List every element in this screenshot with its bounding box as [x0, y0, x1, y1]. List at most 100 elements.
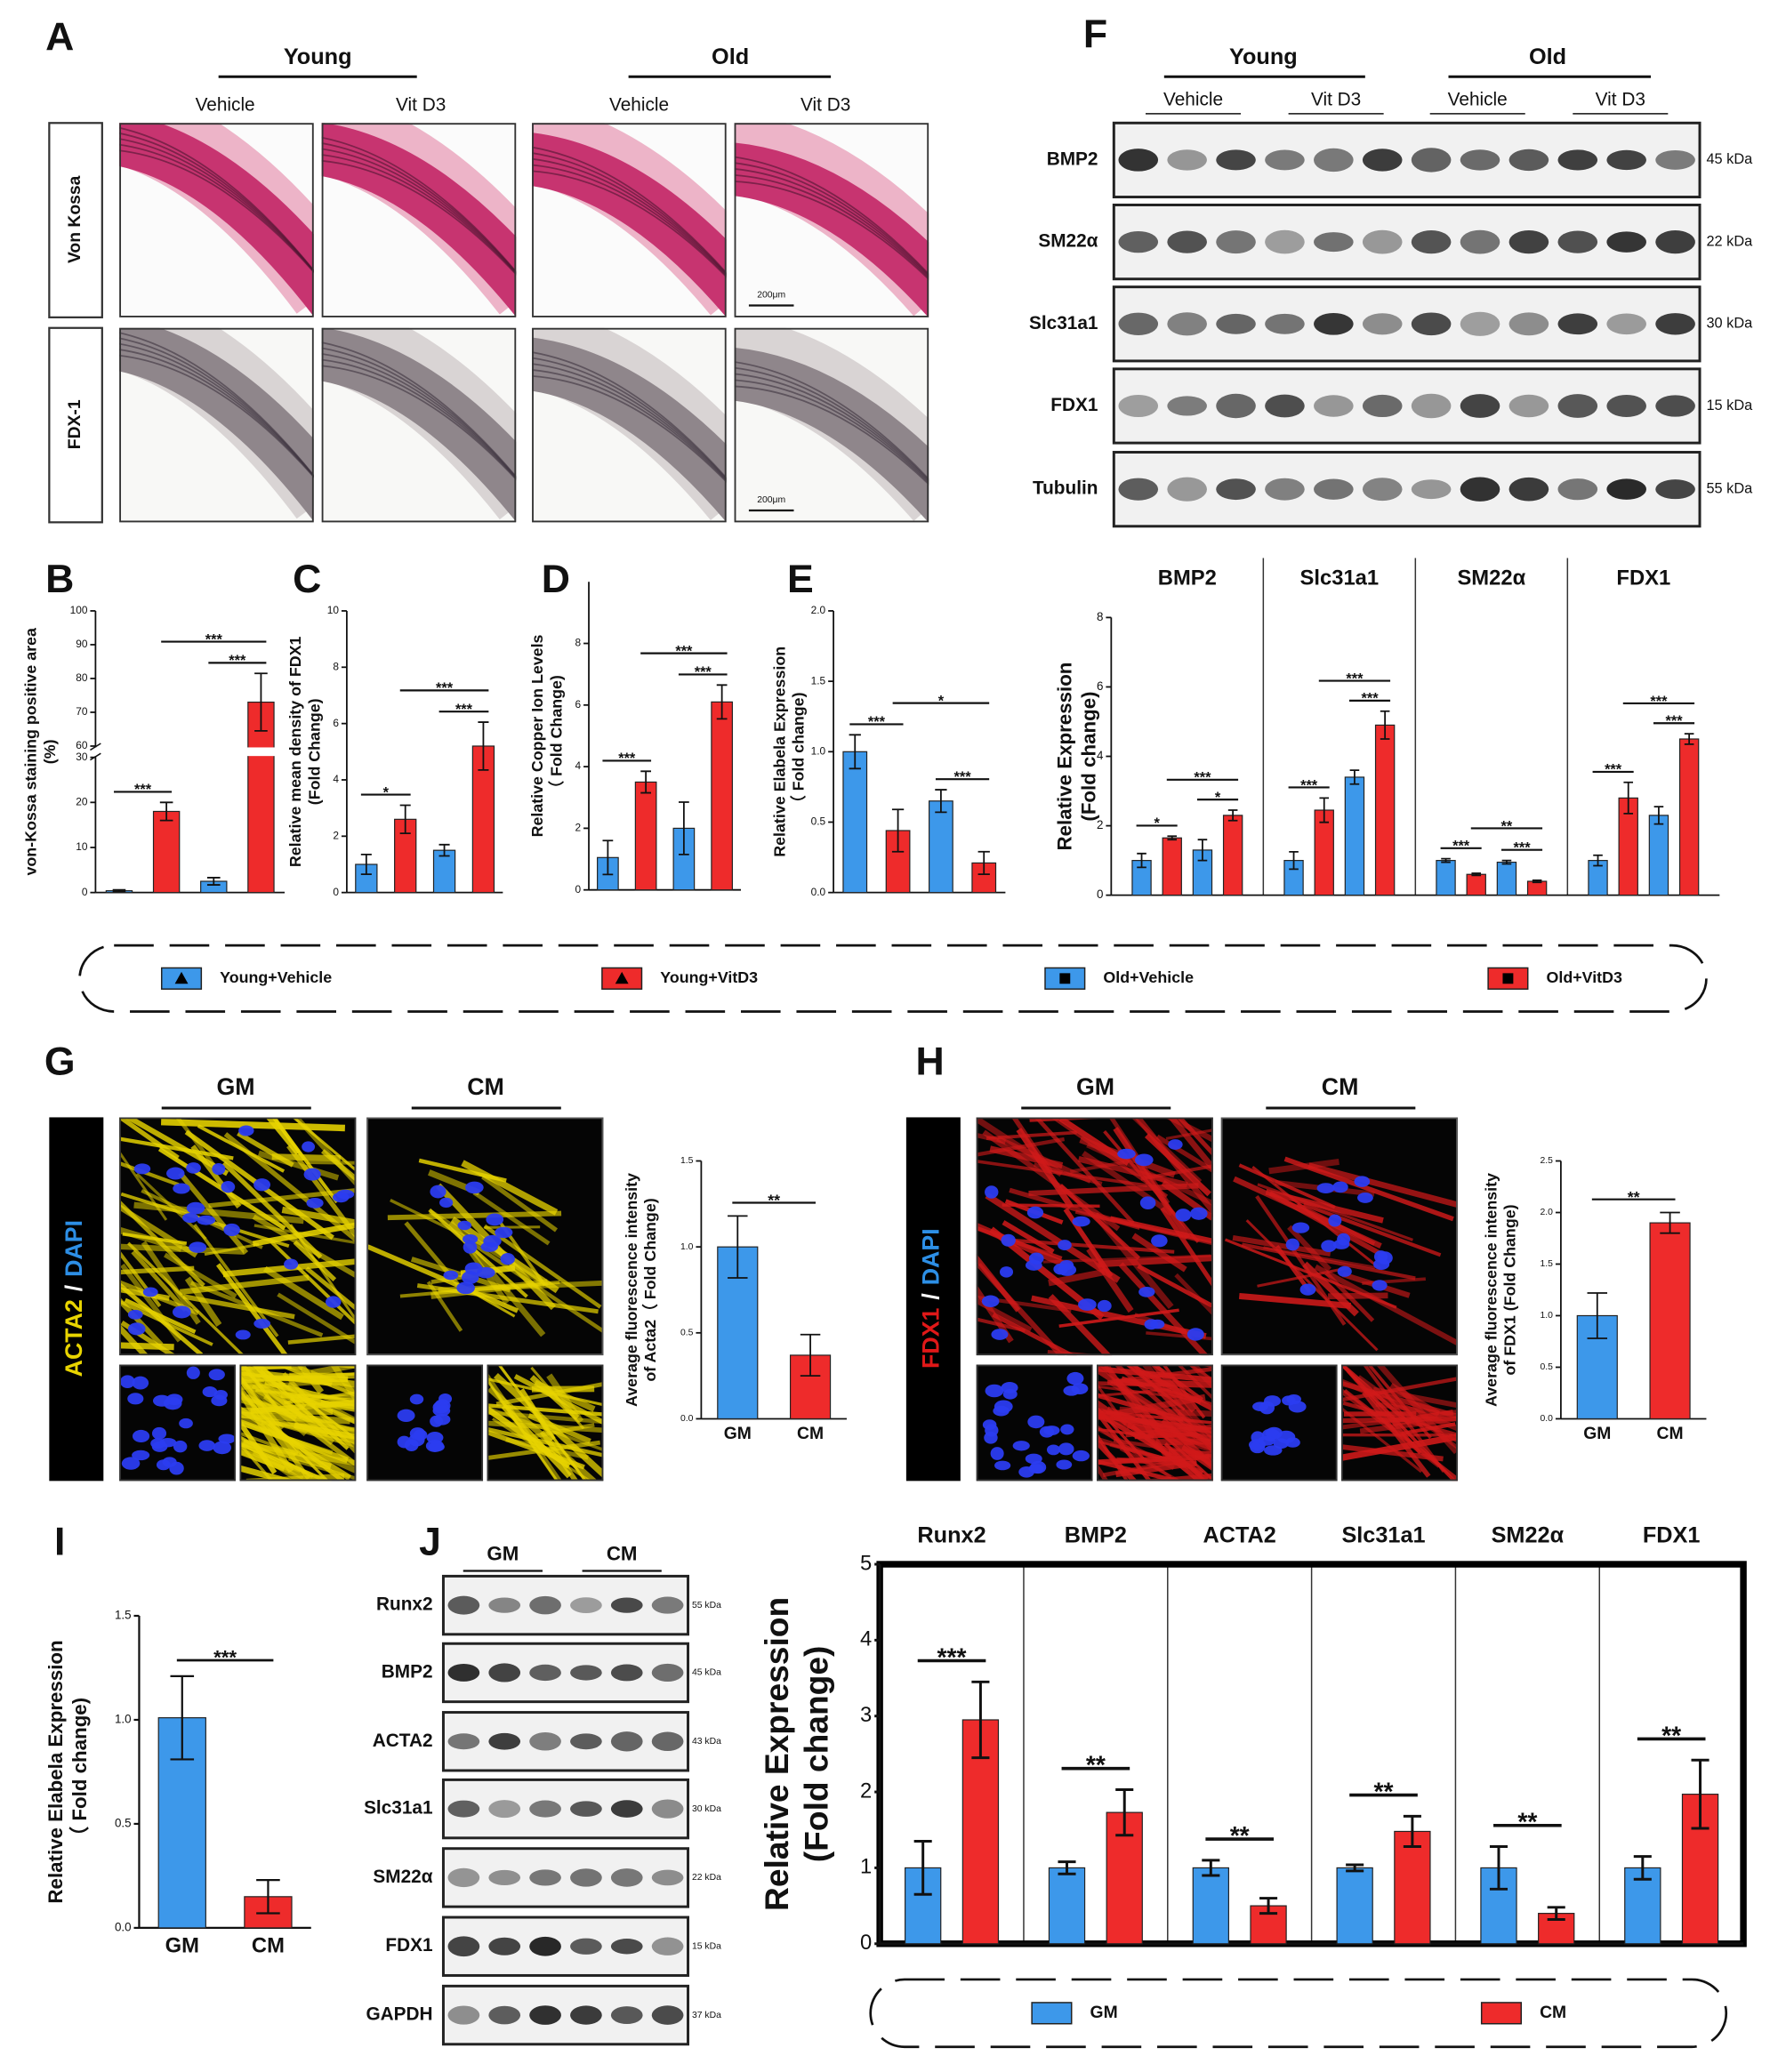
blot-band — [529, 1664, 561, 1682]
nucleus — [1328, 1214, 1342, 1227]
significance-label: *** — [1665, 713, 1683, 729]
error-bar — [1684, 733, 1694, 745]
x-tick-label: GM — [1583, 1425, 1611, 1443]
nucleus — [1058, 1442, 1074, 1456]
condition-label: Vehicle — [1448, 90, 1508, 110]
condition-label: CM — [607, 1543, 638, 1565]
fiber — [119, 1281, 204, 1356]
image-border — [1341, 1364, 1458, 1482]
fiber — [286, 1382, 357, 1425]
nucleus — [1066, 1371, 1084, 1385]
marker-size: 55 kDa — [1706, 480, 1753, 496]
fiber — [387, 1210, 562, 1221]
blot-band — [570, 1801, 602, 1817]
nucleus — [1028, 1252, 1044, 1265]
fiber — [1096, 1432, 1130, 1482]
blot-band — [1314, 478, 1354, 500]
y-axis-label: Relative Expression — [758, 1597, 795, 1911]
row-label-box — [48, 326, 103, 524]
fiber — [487, 1426, 604, 1458]
fiber — [481, 1175, 559, 1233]
nucleus — [159, 1437, 177, 1448]
stain-label-part: / — [60, 1284, 87, 1291]
nucleus — [306, 1197, 324, 1209]
fiber — [216, 1263, 289, 1356]
nucleus — [397, 1435, 412, 1449]
fiber — [1328, 1292, 1388, 1300]
legend-label: Young+VitD3 — [660, 968, 758, 986]
legend-label: GM — [1090, 2004, 1118, 2022]
marker-size: 45 kDa — [1706, 151, 1753, 167]
y-axis-label: von-Kossa staining positive area — [22, 627, 40, 875]
blot-band — [1655, 149, 1695, 170]
nucleus — [1144, 1319, 1159, 1330]
nucleus — [1018, 1466, 1034, 1478]
y-tick-label: 100 — [70, 604, 88, 616]
x-tick-label: GM — [165, 1934, 199, 1958]
fiber — [1058, 1117, 1130, 1166]
fiber — [286, 1144, 357, 1239]
y-tick-label: 0.5 — [1541, 1362, 1554, 1372]
nucleus — [336, 1189, 355, 1200]
stain-label-part: FDX1 — [918, 1307, 945, 1368]
image-background — [1220, 1364, 1338, 1482]
y-tick-label: 2.0 — [811, 604, 826, 616]
fiber — [472, 1190, 551, 1246]
blot-band — [1216, 149, 1256, 171]
nucleus — [1252, 1401, 1268, 1411]
fiber — [1176, 1411, 1213, 1439]
significance-label: ** — [1661, 1721, 1681, 1749]
blot-band — [651, 1937, 684, 1956]
fiber — [255, 1388, 357, 1402]
nucleus — [456, 1281, 475, 1295]
nucleus — [1030, 1460, 1047, 1474]
tissue-fiber — [119, 354, 314, 478]
blot-band — [610, 1731, 643, 1752]
fiber — [291, 1117, 357, 1173]
error-bar — [728, 1215, 748, 1279]
bar — [1649, 1222, 1691, 1420]
nucleus — [495, 1226, 513, 1239]
blot-band — [1265, 394, 1305, 418]
row-label: Von Kossa — [66, 175, 84, 263]
significance-label: ** — [1230, 1821, 1250, 1850]
blot-band — [447, 2005, 480, 2025]
panel-letter: C — [293, 558, 321, 601]
nucleus — [432, 1405, 451, 1417]
scale-bar-label: 200μm — [757, 495, 785, 505]
significance-label: *** — [954, 769, 972, 785]
fiber — [119, 1299, 213, 1346]
bar — [1648, 815, 1669, 896]
image-border — [1096, 1364, 1213, 1482]
marker-size: 15 kDa — [1706, 398, 1753, 414]
blot-band — [1557, 394, 1598, 418]
nucleus — [221, 1181, 236, 1193]
protein-label: Slc31a1 — [364, 1798, 432, 1819]
blot-band — [488, 1937, 521, 1956]
nucleus — [994, 1460, 1011, 1471]
error-bar — [1653, 806, 1664, 825]
nucleus — [439, 1197, 454, 1209]
y-tick-label: 0.5 — [115, 1816, 132, 1829]
significance-label: *** — [205, 631, 223, 647]
blot-band — [570, 2005, 602, 2025]
significance-label: *** — [868, 714, 886, 730]
fiber — [534, 1379, 596, 1412]
error-bar — [478, 721, 489, 771]
nucleus — [1187, 1328, 1204, 1341]
nucleus — [465, 1181, 484, 1194]
bar — [152, 810, 181, 894]
y-tick-label: 6 — [575, 698, 581, 711]
legend-swatch — [1031, 2002, 1073, 2025]
significance-label: *** — [1513, 840, 1531, 856]
error-bar — [1471, 872, 1482, 877]
nucleus — [1060, 1424, 1074, 1435]
fiber — [1131, 1233, 1187, 1273]
nucleus — [433, 1413, 451, 1426]
fiber — [1167, 1117, 1213, 1174]
category-label: ACTA2 — [1203, 1522, 1276, 1547]
fiber — [262, 1265, 344, 1321]
x-tick-label: CM — [797, 1425, 824, 1443]
blot-band — [447, 1867, 480, 1888]
